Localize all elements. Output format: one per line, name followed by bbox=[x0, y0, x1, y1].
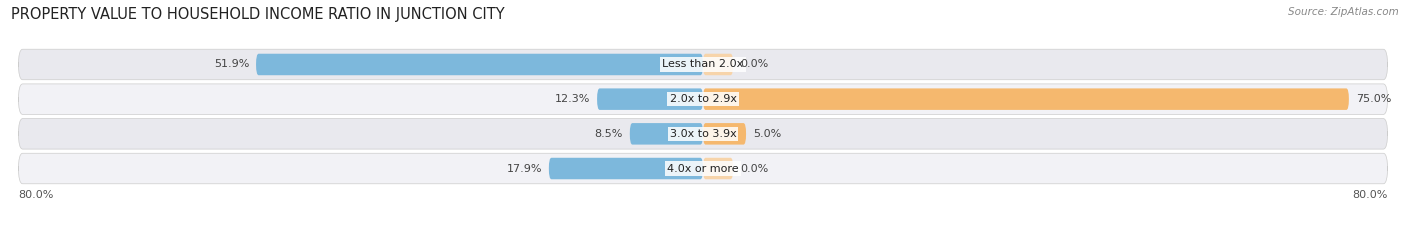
Text: 5.0%: 5.0% bbox=[754, 129, 782, 139]
Text: 0.0%: 0.0% bbox=[740, 164, 768, 174]
FancyBboxPatch shape bbox=[703, 123, 747, 145]
Text: 3.0x to 3.9x: 3.0x to 3.9x bbox=[669, 129, 737, 139]
FancyBboxPatch shape bbox=[18, 119, 1388, 149]
FancyBboxPatch shape bbox=[548, 158, 703, 179]
FancyBboxPatch shape bbox=[256, 54, 703, 75]
FancyBboxPatch shape bbox=[18, 49, 1388, 80]
Text: 17.9%: 17.9% bbox=[506, 164, 541, 174]
FancyBboxPatch shape bbox=[703, 158, 733, 179]
Text: 80.0%: 80.0% bbox=[1353, 190, 1388, 200]
FancyBboxPatch shape bbox=[18, 84, 1388, 114]
Text: 2.0x to 2.9x: 2.0x to 2.9x bbox=[669, 94, 737, 104]
Text: 8.5%: 8.5% bbox=[595, 129, 623, 139]
FancyBboxPatch shape bbox=[630, 123, 703, 145]
FancyBboxPatch shape bbox=[703, 54, 733, 75]
FancyBboxPatch shape bbox=[598, 88, 703, 110]
Text: 51.9%: 51.9% bbox=[214, 59, 249, 69]
Text: 80.0%: 80.0% bbox=[18, 190, 53, 200]
Text: 75.0%: 75.0% bbox=[1355, 94, 1391, 104]
FancyBboxPatch shape bbox=[18, 153, 1388, 184]
Text: Less than 2.0x: Less than 2.0x bbox=[662, 59, 744, 69]
Text: 4.0x or more: 4.0x or more bbox=[668, 164, 738, 174]
FancyBboxPatch shape bbox=[703, 88, 1348, 110]
Text: PROPERTY VALUE TO HOUSEHOLD INCOME RATIO IN JUNCTION CITY: PROPERTY VALUE TO HOUSEHOLD INCOME RATIO… bbox=[11, 7, 505, 22]
Text: 12.3%: 12.3% bbox=[555, 94, 591, 104]
Text: Source: ZipAtlas.com: Source: ZipAtlas.com bbox=[1288, 7, 1399, 17]
Text: 0.0%: 0.0% bbox=[740, 59, 768, 69]
